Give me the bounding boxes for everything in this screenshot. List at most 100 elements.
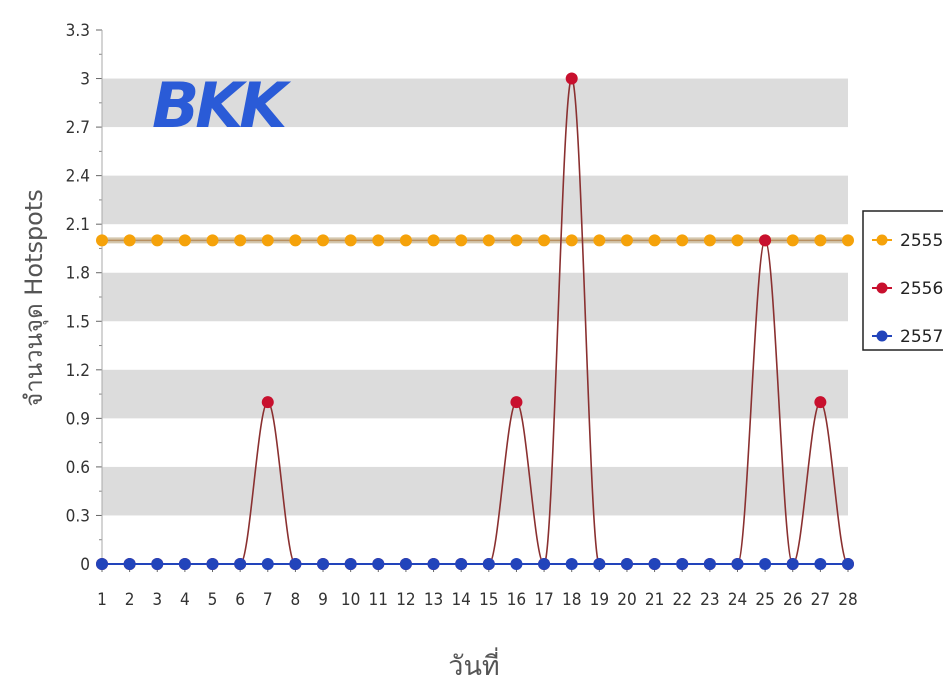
data-point[interactable]: [372, 558, 385, 570]
data-point[interactable]: [317, 234, 330, 247]
data-point[interactable]: [482, 234, 495, 247]
data-point[interactable]: [620, 558, 633, 570]
data-point[interactable]: [399, 558, 412, 570]
y-tick-label: 3.3: [66, 21, 90, 41]
data-point[interactable]: [261, 558, 274, 570]
data-point[interactable]: [731, 234, 744, 247]
legend-label: 2557: [900, 327, 943, 347]
data-point[interactable]: [842, 558, 854, 570]
y-tick-label: 0.9: [66, 409, 90, 429]
grid-band: [102, 272, 848, 322]
x-tick-label: 18: [562, 590, 581, 610]
data-point[interactable]: [261, 396, 274, 409]
legend-item[interactable]: 2557: [872, 327, 943, 347]
handwritten-annotation: BKK: [152, 69, 291, 142]
data-point[interactable]: [96, 558, 108, 570]
data-point[interactable]: [427, 558, 440, 570]
x-tick-label: 6: [235, 590, 245, 610]
data-point[interactable]: [786, 234, 799, 247]
legend-swatch-marker: [876, 234, 888, 246]
data-point[interactable]: [510, 558, 523, 570]
y-tick-label: 1.5: [66, 312, 90, 332]
data-point[interactable]: [676, 558, 689, 570]
x-tick-label: 22: [672, 590, 691, 610]
data-point[interactable]: [317, 558, 330, 570]
y-tick-label: 2.4: [66, 167, 90, 187]
x-tick-label: 16: [507, 590, 526, 610]
legend-box: [862, 210, 943, 351]
legend-item[interactable]: 2556: [872, 279, 943, 299]
data-point[interactable]: [538, 558, 551, 570]
data-point[interactable]: [234, 234, 247, 247]
series-layer: [96, 72, 854, 570]
data-point[interactable]: [593, 558, 606, 570]
data-point[interactable]: [206, 558, 219, 570]
x-tick-label: 9: [318, 590, 328, 610]
y-tick-label: 1.8: [66, 264, 90, 284]
data-point[interactable]: [344, 234, 357, 247]
data-point[interactable]: [703, 558, 716, 570]
data-point[interactable]: [648, 558, 661, 570]
x-tick-label: 17: [534, 590, 553, 610]
grid-band: [102, 78, 848, 128]
data-point[interactable]: [261, 234, 274, 247]
legend-item[interactable]: 2555: [872, 231, 943, 251]
y-tick-label: 0.3: [66, 506, 90, 526]
grid-bands: [102, 78, 848, 516]
data-point[interactable]: [455, 234, 468, 247]
y-axis-title: จำนวนจุด Hotspots: [20, 189, 49, 407]
data-point[interactable]: [731, 558, 744, 570]
data-point[interactable]: [234, 558, 247, 570]
x-tick-label: 21: [645, 590, 664, 610]
data-point[interactable]: [593, 234, 606, 247]
data-point[interactable]: [399, 234, 412, 247]
y-axis-ticks: 0 0.3 0.6 0.9 1.2 1.5 1.8 2.1 2.4 2.7 3 3.3: [66, 21, 102, 575]
legend-swatch-marker: [876, 330, 888, 342]
data-point[interactable]: [648, 234, 661, 247]
data-point[interactable]: [455, 558, 468, 570]
x-axis-ticks: 1 2 3 4 5 6 7 8 9 10 11 12 13 14 15 16 17 18 19 20 21 22 23 24 2…: [97, 564, 858, 610]
data-point[interactable]: [786, 558, 799, 570]
x-tick-label: 4: [180, 590, 190, 610]
data-point[interactable]: [289, 234, 302, 247]
grid-band: [102, 466, 848, 516]
x-tick-label: 23: [700, 590, 719, 610]
data-point[interactable]: [344, 558, 357, 570]
data-point[interactable]: [842, 234, 854, 247]
series-line: [101, 77, 849, 565]
data-point[interactable]: [427, 234, 440, 247]
data-point[interactable]: [151, 558, 164, 570]
data-point[interactable]: [703, 234, 716, 247]
series-2555: [96, 234, 854, 247]
data-point[interactable]: [565, 558, 578, 570]
data-point[interactable]: [123, 234, 136, 247]
data-point[interactable]: [123, 558, 136, 570]
legend-label: 2556: [900, 279, 943, 299]
data-point[interactable]: [372, 234, 385, 247]
data-point[interactable]: [538, 234, 551, 247]
data-point[interactable]: [510, 396, 523, 409]
y-tick-label: 0: [80, 555, 90, 575]
data-point[interactable]: [814, 234, 827, 247]
x-tick-label: 2: [125, 590, 135, 610]
data-point[interactable]: [510, 234, 523, 247]
data-point[interactable]: [96, 234, 108, 247]
data-point[interactable]: [178, 558, 191, 570]
data-point[interactable]: [814, 396, 827, 409]
data-point[interactable]: [759, 558, 772, 570]
data-point[interactable]: [676, 234, 689, 247]
data-point[interactable]: [206, 234, 219, 247]
data-point[interactable]: [759, 234, 772, 247]
data-point[interactable]: [565, 234, 578, 247]
data-point[interactable]: [565, 72, 578, 85]
y-tick-label: 2.1: [66, 215, 90, 235]
data-point[interactable]: [178, 234, 191, 247]
y-tick-label: 0.6: [66, 458, 90, 478]
data-point[interactable]: [814, 558, 827, 570]
x-tick-label: 10: [341, 590, 360, 610]
x-tick-label: 3: [152, 590, 162, 610]
data-point[interactable]: [151, 234, 164, 247]
data-point[interactable]: [482, 558, 495, 570]
data-point[interactable]: [289, 558, 302, 570]
data-point[interactable]: [620, 234, 633, 247]
